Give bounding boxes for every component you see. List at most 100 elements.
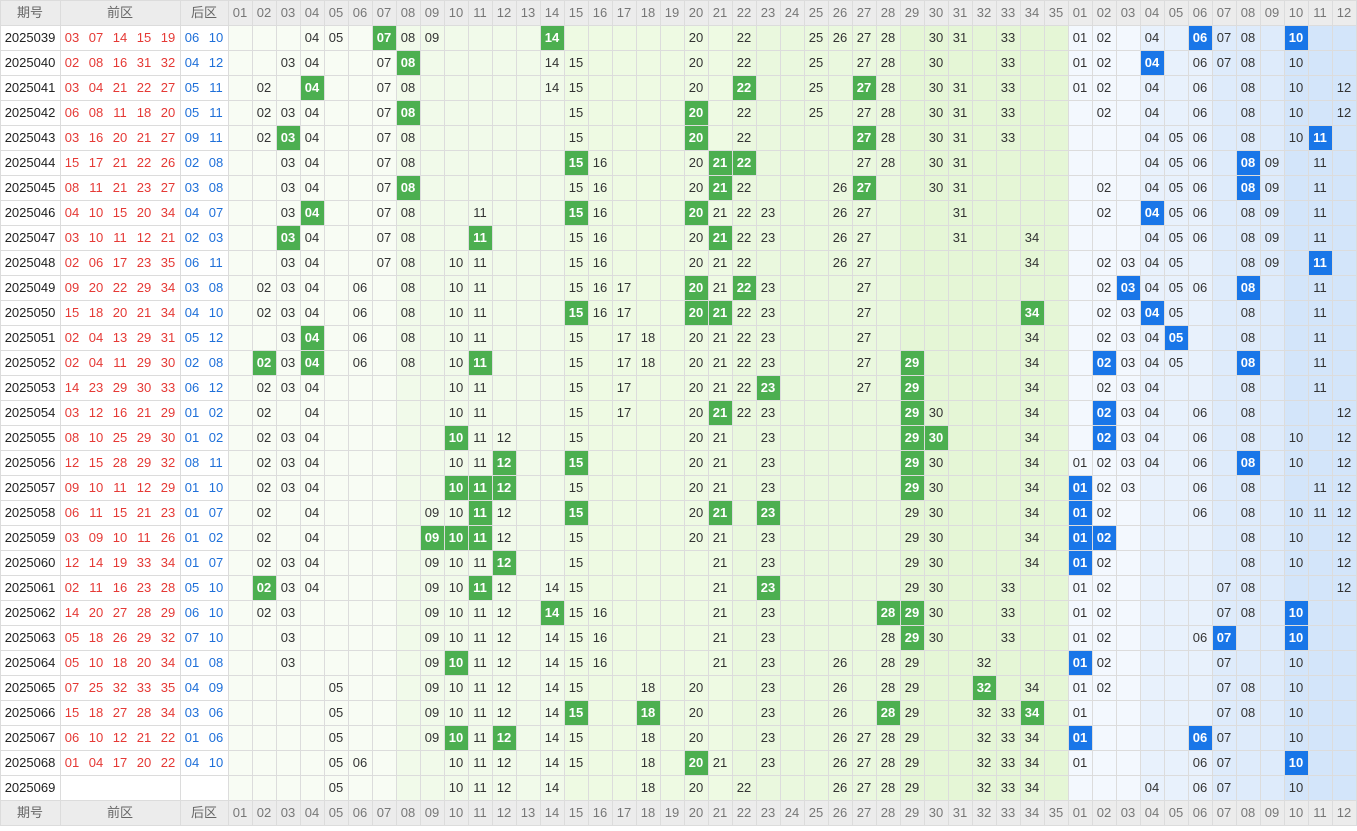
- front-cell: 09: [425, 580, 439, 595]
- front-cell: 04: [305, 530, 319, 545]
- front-cell: 15: [569, 255, 583, 270]
- front-cell: 27: [857, 280, 871, 295]
- front-col-bg: [876, 0, 900, 825]
- back-hit-label: 08: [1241, 455, 1255, 470]
- front-cell: 23: [761, 755, 775, 770]
- front-col-bg: [228, 0, 252, 825]
- front-draw: 11: [113, 480, 127, 495]
- front-draw: 03: [65, 30, 79, 45]
- back-col-bg: [1308, 0, 1333, 825]
- front-hit-label: 21: [713, 155, 727, 170]
- front-cell: 15: [569, 55, 583, 70]
- front-cell: 07: [377, 230, 391, 245]
- back-hit-label: 06: [1193, 730, 1207, 745]
- front-cell: 27: [857, 55, 871, 70]
- back-cell: 12: [1337, 505, 1351, 520]
- front-col-bg: [660, 0, 684, 825]
- front-cell: 23: [761, 355, 775, 370]
- back-cell: 06: [1193, 105, 1207, 120]
- front-draw: 23: [137, 580, 151, 595]
- front-hit: [877, 701, 900, 725]
- back-cell: 10: [1289, 455, 1303, 470]
- back-cell: 12: [1337, 480, 1351, 495]
- front-draw: 29: [137, 355, 151, 370]
- back-hit-label: 08: [1241, 180, 1255, 195]
- front-hit: [685, 301, 708, 325]
- back-cell: 09: [1265, 230, 1279, 245]
- back-cell: 09: [1265, 205, 1279, 220]
- front-cell: 20: [689, 380, 703, 395]
- back-draw: 07: [185, 630, 199, 645]
- front-cell: 22: [737, 380, 751, 395]
- front-col-bg: [588, 0, 612, 825]
- front-hit-label: 20: [689, 280, 703, 295]
- front-draw: 11: [113, 355, 127, 370]
- front-cell: 31: [953, 180, 967, 195]
- front-cell: 30: [929, 555, 943, 570]
- back-cell: 07: [1217, 55, 1231, 70]
- front-cell: 26: [833, 705, 847, 720]
- front-cell: 32: [977, 705, 991, 720]
- front-cell: 03: [281, 305, 295, 320]
- period: 2025052: [5, 355, 56, 370]
- period: 2025048: [5, 255, 56, 270]
- back-cell: 11: [1313, 330, 1327, 345]
- front-cell: 28: [881, 30, 895, 45]
- front-cell: 30: [929, 605, 943, 620]
- back-cell: 10: [1289, 680, 1303, 695]
- front-hit-label: 11: [473, 505, 487, 520]
- back-cell: 07: [1217, 580, 1231, 595]
- front-cell: 20: [689, 780, 703, 795]
- front-cell: 16: [593, 180, 607, 195]
- front-draw: 10: [89, 230, 103, 245]
- front-draw: 29: [161, 480, 175, 495]
- back-cell: 02: [1097, 630, 1111, 645]
- front-cell: 12: [497, 605, 511, 620]
- front-cell: 12: [497, 580, 511, 595]
- back-draw: 02: [185, 230, 199, 245]
- header-front-number: 09: [425, 5, 439, 20]
- front-cell: 21: [713, 555, 727, 570]
- front-draw: 08: [65, 430, 79, 445]
- front-hit-label: 29: [905, 630, 919, 645]
- front-cell: 22: [737, 55, 751, 70]
- period: 2025065: [5, 680, 56, 695]
- front-cell: 12: [497, 655, 511, 670]
- front-draw: 35: [161, 680, 175, 695]
- front-cell: 22: [737, 230, 751, 245]
- front-draw: 26: [161, 530, 175, 545]
- back-cell: 10: [1289, 55, 1303, 70]
- front-hit-label: 15: [569, 205, 583, 220]
- back-cell: 07: [1217, 780, 1231, 795]
- back-cell: 06: [1193, 480, 1207, 495]
- front-cell: 04: [305, 405, 319, 420]
- back-cell: 02: [1097, 30, 1111, 45]
- header-front-number: 21: [713, 5, 727, 20]
- front-hit-label: 09: [425, 530, 439, 545]
- back-hit-label: 01: [1073, 480, 1087, 495]
- front-draw: 08: [65, 180, 79, 195]
- front-col-bg: [396, 0, 420, 825]
- back-cell: 10: [1289, 430, 1303, 445]
- front-draw: 22: [137, 155, 151, 170]
- front-col-bg: [996, 0, 1020, 825]
- back-draw: 12: [209, 380, 223, 395]
- back-cell: 11: [1313, 230, 1327, 245]
- front-draw: 03: [65, 530, 79, 545]
- front-draw: 23: [137, 255, 151, 270]
- back-hit-label: 06: [1193, 30, 1207, 45]
- front-cell: 08: [401, 255, 415, 270]
- back-draw: 01: [185, 555, 199, 570]
- front-hit-label: 29: [905, 355, 919, 370]
- front-cell: 27: [857, 355, 871, 370]
- front-cell: 31: [953, 105, 967, 120]
- front-hit: [565, 151, 588, 175]
- front-cell: 21: [713, 580, 727, 595]
- front-hit-label: 21: [713, 305, 727, 320]
- header-front-number: 30: [929, 5, 943, 20]
- front-draw: 12: [137, 480, 151, 495]
- period: 2025054: [5, 405, 56, 420]
- front-hit: [301, 201, 324, 225]
- header-front-number: 28: [881, 5, 895, 20]
- header-bg: [0, 0, 1357, 25]
